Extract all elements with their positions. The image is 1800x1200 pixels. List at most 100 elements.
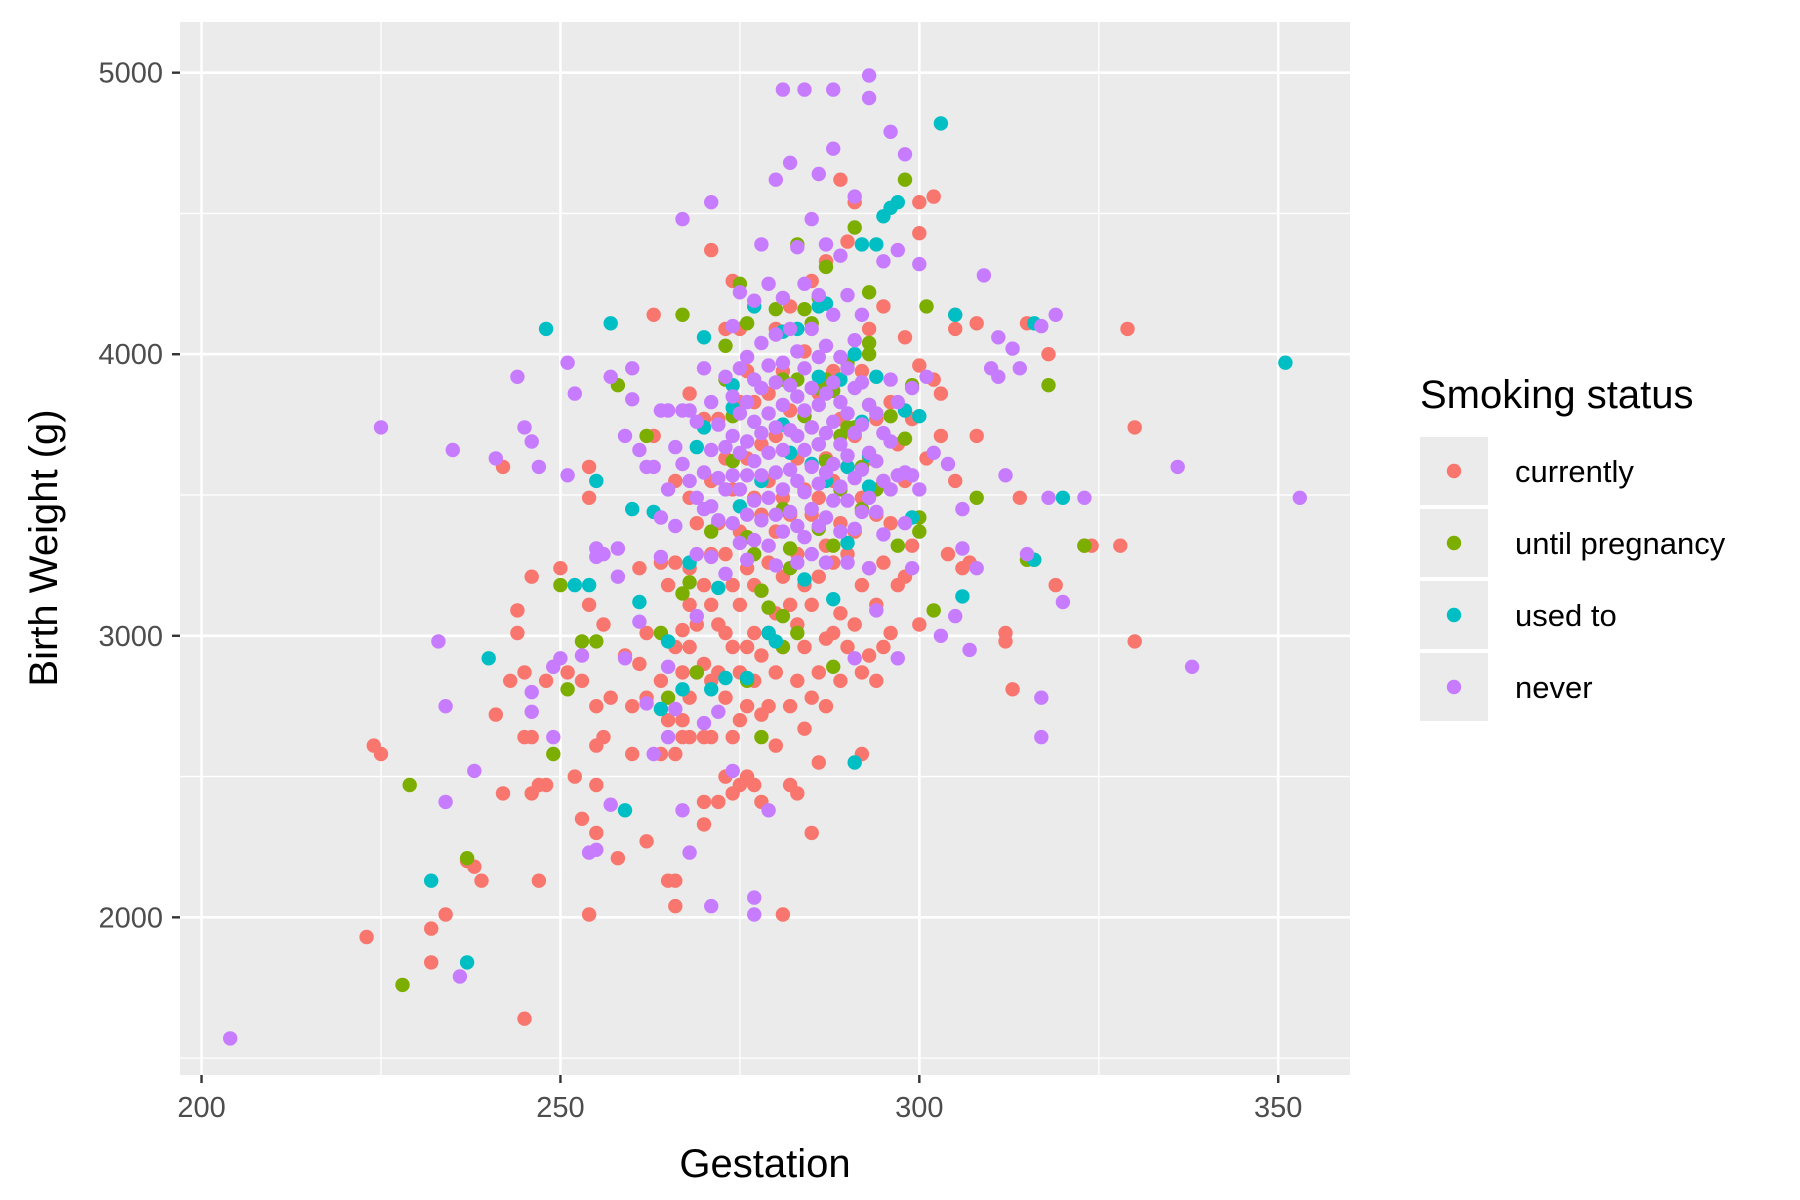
data-point	[668, 701, 683, 717]
data-point	[840, 361, 855, 376]
legend-item: never	[1420, 653, 1593, 721]
data-point	[682, 575, 697, 590]
major-grid	[180, 22, 1350, 1075]
data-point	[976, 268, 992, 283]
data-point	[775, 397, 791, 413]
data-point	[739, 552, 755, 567]
data-point	[632, 614, 647, 629]
data-point	[739, 507, 755, 522]
data-point	[459, 851, 475, 866]
data-point	[847, 521, 862, 536]
y-tick-label: 3000	[98, 621, 163, 653]
data-point	[818, 425, 834, 441]
data-point	[739, 639, 755, 655]
data-point	[790, 673, 805, 688]
data-point	[854, 462, 870, 477]
x-axis: 200 250 300 350	[177, 1075, 1302, 1124]
data-point	[560, 468, 575, 483]
data-point	[826, 456, 841, 472]
data-point	[840, 448, 855, 463]
data-point	[653, 549, 669, 565]
data-point	[804, 501, 819, 517]
data-point	[560, 355, 575, 370]
y-tick-label: 5000	[98, 58, 163, 90]
data-point	[567, 386, 582, 401]
data-point	[359, 929, 374, 945]
data-point	[596, 546, 611, 562]
data-point	[854, 504, 870, 520]
data-point	[833, 437, 848, 452]
data-point	[689, 665, 704, 680]
data-point	[775, 524, 791, 539]
data-point	[890, 394, 905, 410]
data-point	[969, 561, 984, 576]
data-point	[718, 482, 733, 497]
data-point	[782, 597, 798, 612]
data-point	[861, 68, 877, 83]
data-point	[790, 240, 805, 255]
data-point	[883, 409, 898, 424]
data-point	[775, 82, 791, 97]
data-point	[718, 625, 733, 641]
data-point	[933, 628, 949, 643]
data-point	[761, 699, 776, 714]
data-point	[668, 518, 683, 534]
data-point	[890, 242, 905, 258]
data-point	[431, 634, 446, 649]
data-point	[625, 392, 640, 407]
data-point	[861, 648, 877, 663]
data-point	[811, 369, 826, 384]
data-point	[646, 459, 661, 475]
data-point	[754, 468, 769, 483]
data-point	[589, 699, 604, 714]
data-point	[754, 380, 769, 396]
data-point	[890, 538, 905, 553]
data-point	[840, 287, 855, 303]
data-point	[818, 259, 834, 275]
data-point	[768, 420, 783, 435]
data-point	[890, 651, 905, 666]
data-point	[668, 873, 683, 888]
data-point	[560, 665, 575, 680]
data-point	[625, 746, 640, 762]
data-point	[725, 516, 740, 531]
data-point	[826, 493, 841, 508]
data-point	[847, 755, 862, 770]
data-point	[768, 507, 783, 522]
data-point	[790, 555, 805, 570]
data-point	[617, 651, 633, 666]
data-points	[223, 68, 1308, 1046]
data-point	[646, 746, 661, 762]
data-point	[754, 237, 769, 252]
data-point	[560, 682, 575, 697]
data-point	[775, 355, 791, 370]
data-point	[826, 307, 841, 322]
data-point	[503, 673, 518, 688]
data-point	[804, 690, 819, 705]
data-point	[675, 713, 690, 728]
data-point	[653, 673, 669, 688]
data-point	[725, 428, 740, 444]
data-point	[869, 603, 884, 618]
data-point	[782, 699, 798, 714]
data-point	[797, 485, 812, 500]
data-point	[1055, 490, 1071, 505]
data-point	[704, 682, 719, 697]
data-point	[761, 538, 776, 553]
data-point	[747, 414, 762, 429]
data-point	[488, 707, 503, 722]
data-point	[833, 248, 848, 263]
data-point	[747, 454, 762, 469]
data-point	[790, 428, 805, 444]
data-point	[682, 729, 697, 745]
data-point	[373, 420, 389, 435]
data-point	[711, 794, 726, 810]
data-point	[704, 729, 719, 745]
data-point	[1077, 538, 1092, 553]
data-point	[1041, 378, 1056, 393]
data-point	[804, 459, 819, 475]
data-point	[804, 546, 819, 562]
data-point	[632, 561, 647, 576]
data-point	[826, 659, 841, 674]
data-point	[1127, 420, 1142, 435]
